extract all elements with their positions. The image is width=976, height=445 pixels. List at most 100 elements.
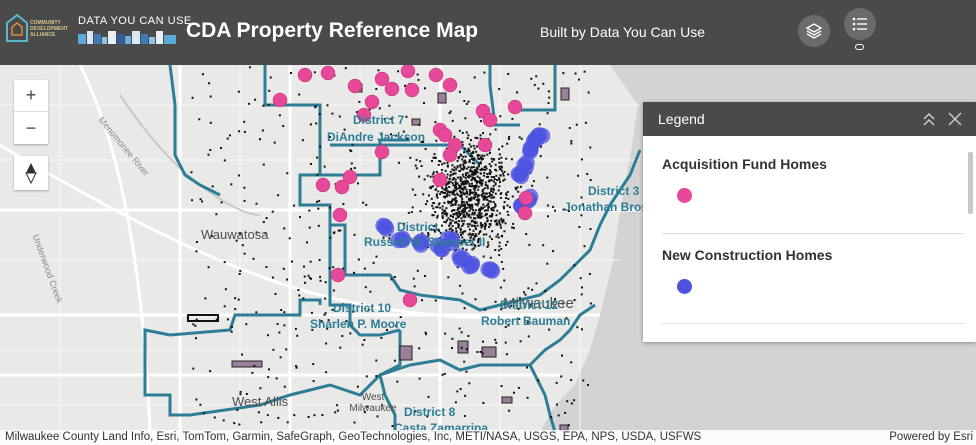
- acquisition-fund-point[interactable]: [402, 292, 418, 308]
- acquisition-fund-point[interactable]: [347, 78, 363, 94]
- parcel-point: [463, 230, 466, 233]
- parcel-point: [471, 191, 474, 194]
- parcel-point: [190, 171, 193, 174]
- app-title: CDA Property Reference Map: [186, 19, 479, 42]
- acquisition-fund-point[interactable]: [334, 179, 350, 195]
- acquisition-fund-point[interactable]: [356, 107, 372, 123]
- acquisition-fund-point[interactable]: [342, 169, 358, 185]
- parcel-point: [350, 150, 353, 153]
- parcel-point: [482, 340, 484, 343]
- parcel-point: [570, 140, 573, 143]
- parcel-point: [446, 190, 449, 193]
- parcel-point: [433, 202, 435, 204]
- acquisition-fund-point[interactable]: [384, 81, 400, 97]
- acquisition-fund-point[interactable]: [272, 92, 288, 108]
- parcel-point: [473, 189, 476, 192]
- parcel-point: [358, 100, 361, 103]
- parcel-point: [465, 188, 468, 191]
- parcel-point: [439, 160, 442, 163]
- new-construction-point[interactable]: [534, 127, 551, 144]
- parcel-point: [471, 177, 474, 180]
- acquisition-fund-point[interactable]: [374, 71, 390, 87]
- parcel-point: [492, 201, 495, 203]
- new-construction-point[interactable]: [513, 168, 530, 185]
- acquisition-fund-point[interactable]: [320, 65, 336, 81]
- parcel-point: [488, 226, 491, 228]
- parcel-point: [436, 216, 439, 219]
- acquisition-fund-point[interactable]: [400, 65, 416, 79]
- parcel-point: [311, 328, 314, 331]
- parcel-point: [490, 157, 493, 160]
- acquisition-fund-point[interactable]: [437, 127, 453, 143]
- parcel-point: [286, 172, 289, 175]
- parcel-point: [451, 192, 454, 195]
- new-construction-point[interactable]: [412, 236, 429, 253]
- parcel-point: [505, 192, 508, 195]
- parcel-point: [464, 182, 467, 185]
- parcel-point: [483, 205, 486, 208]
- parcel-point: [515, 188, 518, 191]
- acquisition-fund-point[interactable]: [442, 147, 458, 163]
- acquisition-fund-point[interactable]: [332, 207, 348, 223]
- parcel-point: [466, 150, 469, 153]
- new-construction-point[interactable]: [375, 217, 392, 234]
- parcel-point: [494, 300, 497, 303]
- parcel-point: [456, 214, 459, 217]
- acquisition-fund-point[interactable]: [517, 205, 533, 221]
- parcel-point: [461, 211, 464, 214]
- acquisition-fund-point[interactable]: [432, 172, 448, 188]
- parcel-point: [474, 225, 476, 228]
- powered-by-esri-link[interactable]: Powered by Esri: [889, 431, 973, 443]
- parcel-point: [230, 183, 233, 186]
- close-icon[interactable]: [948, 112, 962, 126]
- zoom-in-button[interactable]: +: [14, 80, 48, 112]
- acquisition-fund-point[interactable]: [364, 94, 380, 110]
- parcel-point: [492, 209, 495, 212]
- parcel-point: [473, 213, 476, 216]
- acquisition-fund-point[interactable]: [482, 112, 498, 128]
- parcel-point: [581, 328, 583, 331]
- parcel-point: [475, 199, 478, 202]
- new-construction-point[interactable]: [451, 248, 468, 265]
- parcel-point: [434, 188, 437, 191]
- parcel-point: [473, 177, 476, 180]
- parcel-point: [441, 211, 444, 214]
- acquisition-fund-point[interactable]: [477, 137, 493, 153]
- new-construction-point[interactable]: [433, 241, 450, 258]
- parcel-point: [462, 215, 465, 218]
- acquisition-fund-point[interactable]: [518, 190, 534, 206]
- parcel-point: [500, 261, 503, 263]
- parcel-point: [192, 323, 195, 326]
- acquisition-fund-point[interactable]: [507, 99, 523, 115]
- acquisition-fund-point[interactable]: [330, 267, 346, 283]
- acquisition-fund-point[interactable]: [428, 67, 444, 83]
- new-construction-point[interactable]: [518, 154, 535, 171]
- parcel-point: [458, 129, 461, 132]
- parcel-point: [260, 421, 263, 424]
- acquisition-fund-point[interactable]: [442, 77, 458, 93]
- acquisition-fund-point[interactable]: [404, 82, 420, 98]
- acquisition-fund-point[interactable]: [315, 177, 331, 193]
- parcel-point: [477, 212, 480, 215]
- parcel-point: [380, 336, 383, 339]
- new-construction-point[interactable]: [480, 261, 497, 278]
- parcel-point: [399, 316, 402, 319]
- acquisition-fund-point[interactable]: [297, 67, 313, 83]
- parcel-point: [546, 204, 549, 207]
- acquisition-fund-points: [272, 65, 534, 308]
- chevrons-up-icon[interactable]: [922, 111, 936, 127]
- compass-button[interactable]: [14, 156, 48, 190]
- parcel-point: [478, 207, 481, 210]
- parcel-point: [500, 169, 503, 172]
- new-construction-point[interactable]: [461, 258, 478, 275]
- parcel-point: [450, 202, 453, 205]
- zoom-out-button[interactable]: −: [25, 117, 37, 138]
- legend-button[interactable]: [844, 8, 876, 40]
- parcel-point: [492, 158, 495, 161]
- new-construction-point[interactable]: [394, 232, 411, 249]
- parcel-point: [435, 194, 438, 197]
- acquisition-fund-point[interactable]: [374, 144, 390, 160]
- legend-scrollbar[interactable]: [968, 152, 973, 214]
- layers-button[interactable]: [798, 15, 830, 47]
- parcel-point: [318, 258, 321, 261]
